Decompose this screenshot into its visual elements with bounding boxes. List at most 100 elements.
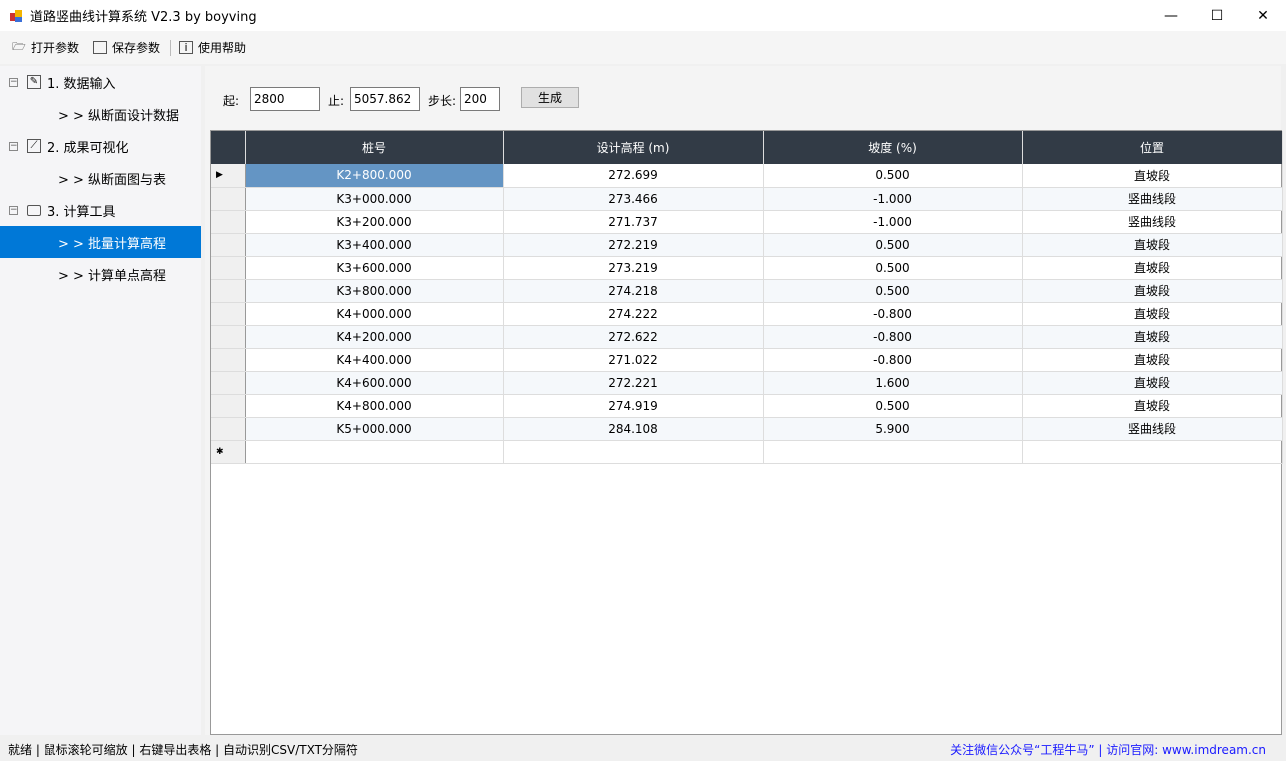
row-header[interactable] bbox=[211, 187, 246, 211]
new-row-marker[interactable]: ✱ bbox=[211, 440, 246, 464]
table-cell[interactable]: 0.500 bbox=[763, 164, 1023, 188]
row-header[interactable]: ▶ bbox=[211, 164, 246, 188]
minimize-button[interactable]: — bbox=[1164, 7, 1178, 24]
table-cell[interactable]: -0.800 bbox=[763, 348, 1023, 372]
table-cell[interactable]: K3+200.000 bbox=[245, 210, 504, 234]
column-header[interactable]: 设计高程 (m) bbox=[503, 131, 764, 164]
table-cell[interactable]: 274.218 bbox=[503, 279, 764, 303]
results-grid[interactable]: 桩号 设计高程 (m) 坡度 (%) 位置 ▶ K2+800.000 272.699 0.5… bbox=[210, 130, 1283, 735]
maximize-button[interactable]: ☐ bbox=[1210, 7, 1224, 24]
close-button[interactable]: ✕ bbox=[1257, 7, 1269, 24]
row-header[interactable] bbox=[211, 394, 246, 418]
website-link[interactable]: 关注微信公众号“工程牛马” | 访问官网: www.imdream.cn bbox=[950, 742, 1266, 757]
tree-item-profile-chart[interactable]: > > 纵断面图与表 bbox=[0, 162, 201, 194]
table-cell[interactable]: 274.919 bbox=[503, 394, 764, 418]
table-cell[interactable]: 272.699 bbox=[503, 164, 764, 188]
table-cell[interactable]: 竖曲线段 bbox=[1022, 210, 1283, 234]
column-header[interactable]: 桩号 bbox=[245, 131, 504, 164]
table-cell[interactable]: K5+000.000 bbox=[245, 417, 504, 441]
table-cell[interactable]: -0.800 bbox=[763, 325, 1023, 349]
table-cell[interactable]: K3+800.000 bbox=[245, 279, 504, 303]
end-input[interactable] bbox=[350, 87, 420, 111]
save-params-button[interactable]: 保存参数 bbox=[93, 39, 160, 56]
table-cell[interactable]: 0.500 bbox=[763, 256, 1023, 280]
table-cell[interactable] bbox=[763, 440, 1023, 464]
table-cell[interactable]: K3+000.000 bbox=[245, 187, 504, 211]
tree-group-data-input[interactable]: − ✎ 1. 数据输入 bbox=[0, 66, 201, 98]
table-row[interactable]: K4+000.000 274.222 -0.800 直坡段 bbox=[211, 302, 1283, 326]
step-input[interactable] bbox=[460, 87, 500, 111]
table-cell[interactable]: 273.219 bbox=[503, 256, 764, 280]
tree-group-visualization[interactable]: − ⟋ 2. 成果可视化 bbox=[0, 130, 201, 162]
table-cell[interactable]: 直坡段 bbox=[1022, 325, 1283, 349]
table-cell[interactable] bbox=[1022, 440, 1283, 464]
table-row[interactable]: K3+000.000 273.466 -1.000 竖曲线段 bbox=[211, 187, 1283, 211]
table-row[interactable]: ▶ K2+800.000 272.699 0.500 直坡段 bbox=[211, 164, 1283, 188]
tree-item-single-elevation[interactable]: > > 计算单点高程 bbox=[0, 258, 201, 290]
table-cell[interactable]: -0.800 bbox=[763, 302, 1023, 326]
row-header[interactable] bbox=[211, 279, 246, 303]
table-cell[interactable]: 1.600 bbox=[763, 371, 1023, 395]
collapse-icon[interactable]: − bbox=[9, 204, 18, 215]
help-button[interactable]: i 使用帮助 bbox=[179, 39, 246, 56]
row-header[interactable] bbox=[211, 325, 246, 349]
table-row[interactable]: K4+600.000 272.221 1.600 直坡段 bbox=[211, 371, 1283, 395]
table-cell[interactable]: 直坡段 bbox=[1022, 394, 1283, 418]
generate-button[interactable]: 生成 bbox=[521, 87, 579, 108]
table-cell[interactable]: -1.000 bbox=[763, 187, 1023, 211]
table-cell[interactable]: K3+600.000 bbox=[245, 256, 504, 280]
table-cell[interactable]: K4+600.000 bbox=[245, 371, 504, 395]
table-row[interactable]: K3+400.000 272.219 0.500 直坡段 bbox=[211, 233, 1283, 257]
table-cell[interactable]: 0.500 bbox=[763, 279, 1023, 303]
tree-item-profile-data[interactable]: > > 纵断面设计数据 bbox=[0, 98, 201, 130]
start-input[interactable] bbox=[250, 87, 320, 111]
table-row[interactable]: K3+200.000 271.737 -1.000 竖曲线段 bbox=[211, 210, 1283, 234]
row-header[interactable] bbox=[211, 348, 246, 372]
table-cell[interactable]: 271.022 bbox=[503, 348, 764, 372]
open-params-button[interactable]: 🗁 打开参数 bbox=[12, 39, 79, 56]
table-row[interactable]: K4+400.000 271.022 -0.800 直坡段 bbox=[211, 348, 1283, 372]
table-cell[interactable]: 直坡段 bbox=[1022, 348, 1283, 372]
row-header[interactable] bbox=[211, 417, 246, 441]
table-cell[interactable]: K4+000.000 bbox=[245, 302, 504, 326]
table-cell[interactable]: 272.221 bbox=[503, 371, 764, 395]
table-cell[interactable]: 直坡段 bbox=[1022, 256, 1283, 280]
row-header[interactable] bbox=[211, 256, 246, 280]
table-cell[interactable]: K4+800.000 bbox=[245, 394, 504, 418]
table-cell[interactable]: K4+200.000 bbox=[245, 325, 504, 349]
table-cell[interactable]: 直坡段 bbox=[1022, 164, 1283, 188]
table-cell[interactable]: 直坡段 bbox=[1022, 371, 1283, 395]
new-row[interactable]: ✱ bbox=[211, 440, 1283, 464]
column-header[interactable]: 坡度 (%) bbox=[763, 131, 1023, 164]
table-cell[interactable]: 直坡段 bbox=[1022, 233, 1283, 257]
table-cell[interactable]: 271.737 bbox=[503, 210, 764, 234]
table-cell[interactable]: 273.466 bbox=[503, 187, 764, 211]
column-header[interactable]: 位置 bbox=[1022, 131, 1283, 164]
table-cell[interactable]: 竖曲线段 bbox=[1022, 187, 1283, 211]
collapse-icon[interactable]: − bbox=[9, 76, 18, 87]
table-row[interactable]: K3+800.000 274.218 0.500 直坡段 bbox=[211, 279, 1283, 303]
table-cell[interactable] bbox=[245, 440, 504, 464]
table-cell[interactable]: 0.500 bbox=[763, 394, 1023, 418]
row-header[interactable] bbox=[211, 210, 246, 234]
table-cell[interactable]: K3+400.000 bbox=[245, 233, 504, 257]
row-header[interactable] bbox=[211, 371, 246, 395]
table-cell[interactable]: K4+400.000 bbox=[245, 348, 504, 372]
tree-item-batch-elevation[interactable]: > > 批量计算高程 bbox=[0, 226, 201, 258]
table-cell[interactable]: -1.000 bbox=[763, 210, 1023, 234]
table-cell[interactable]: K2+800.000 bbox=[245, 164, 504, 188]
table-cell[interactable]: 0.500 bbox=[763, 233, 1023, 257]
collapse-icon[interactable]: − bbox=[9, 140, 18, 151]
table-row[interactable]: K4+200.000 272.622 -0.800 直坡段 bbox=[211, 325, 1283, 349]
table-cell[interactable]: 5.900 bbox=[763, 417, 1023, 441]
table-cell[interactable]: 直坡段 bbox=[1022, 279, 1283, 303]
table-row[interactable]: K5+000.000 284.108 5.900 竖曲线段 bbox=[211, 417, 1283, 441]
table-cell[interactable]: 274.222 bbox=[503, 302, 764, 326]
table-cell[interactable]: 直坡段 bbox=[1022, 302, 1283, 326]
table-cell[interactable] bbox=[503, 440, 764, 464]
table-cell[interactable]: 竖曲线段 bbox=[1022, 417, 1283, 441]
tree-group-tools[interactable]: − 3. 计算工具 bbox=[0, 194, 201, 226]
row-header[interactable] bbox=[211, 233, 246, 257]
table-cell[interactable]: 272.219 bbox=[503, 233, 764, 257]
table-cell[interactable]: 284.108 bbox=[503, 417, 764, 441]
